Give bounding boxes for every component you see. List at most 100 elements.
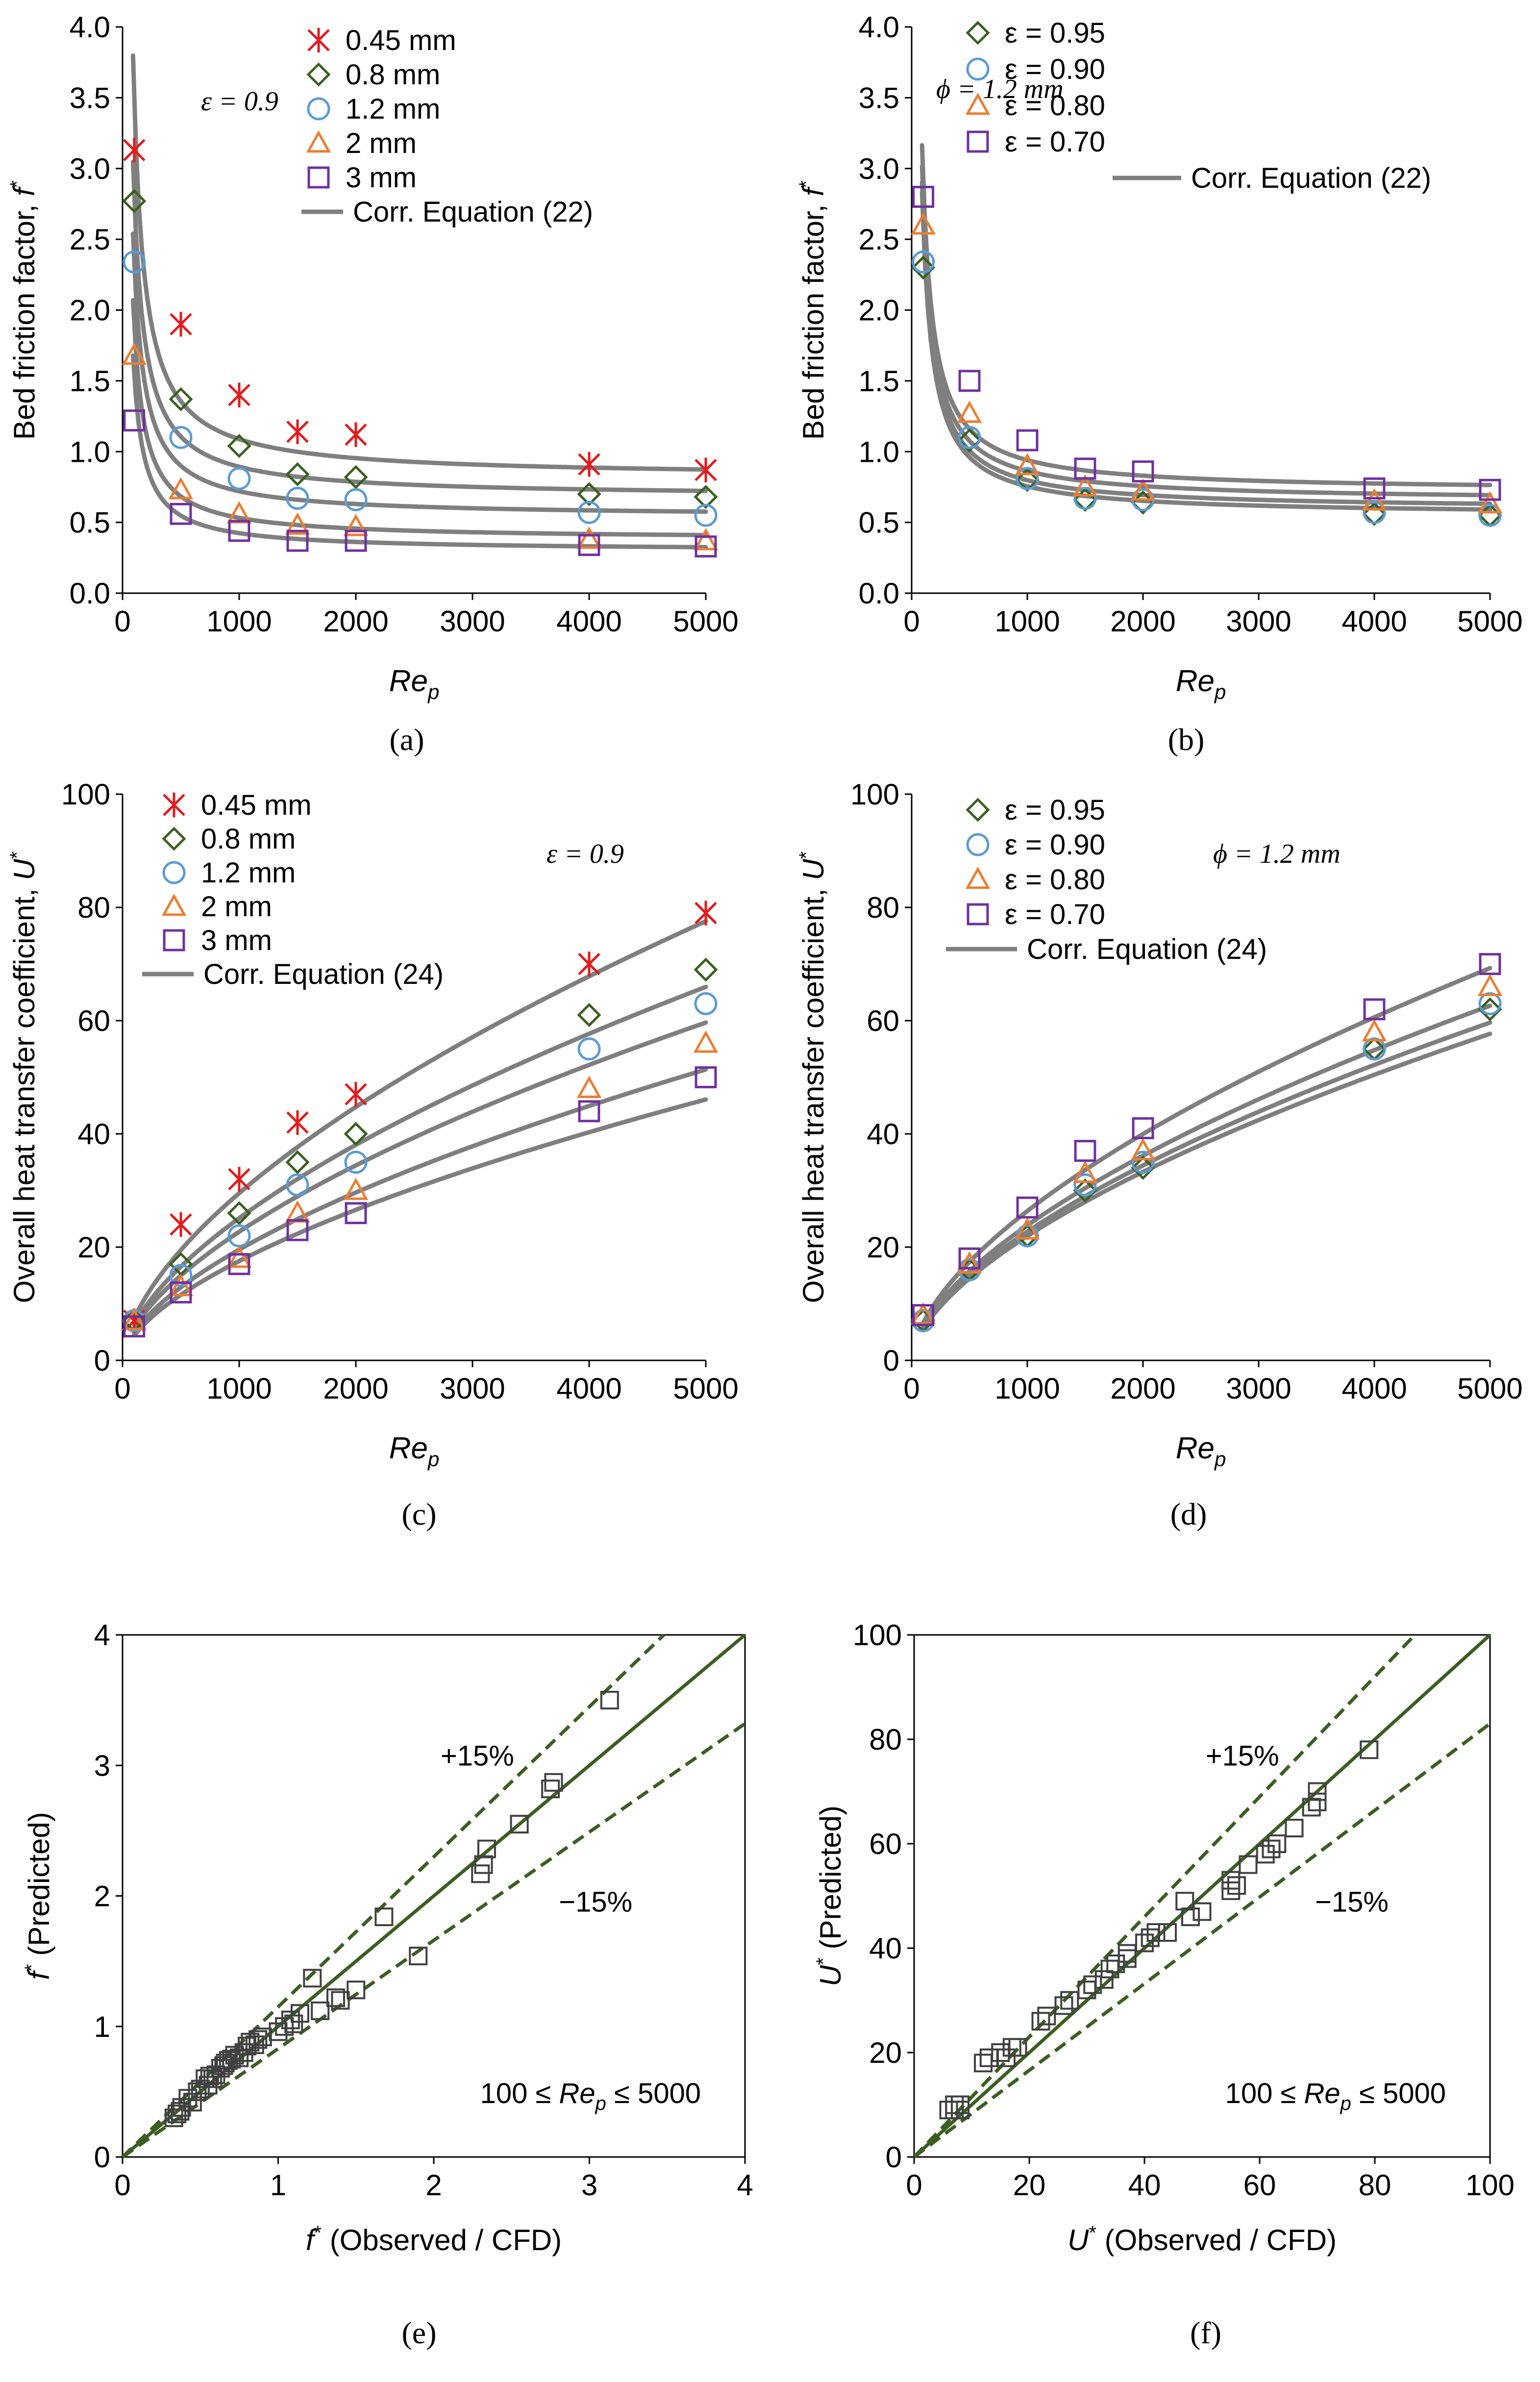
panel-caption: (d) <box>1170 1497 1207 1531</box>
legend-marker <box>161 893 187 916</box>
data-point <box>1363 477 1386 500</box>
legend-marker <box>162 827 186 851</box>
data-point <box>1308 1792 1327 1811</box>
data-point <box>286 419 309 445</box>
y-tick-label: 4.0 <box>859 11 899 44</box>
data-point <box>344 1122 368 1146</box>
legend-label: 2 mm <box>346 127 417 159</box>
data-point <box>228 1253 250 1276</box>
data-point <box>311 2001 330 2020</box>
data-point <box>1130 1138 1156 1160</box>
series-0-45-mm <box>123 901 717 1333</box>
data-point <box>281 2010 300 2030</box>
data-point <box>331 1991 350 2010</box>
data-point <box>1192 1902 1212 1921</box>
series--0-70 <box>912 186 1501 501</box>
data-point <box>1072 1160 1098 1183</box>
y-tick-label: 3.5 <box>859 81 899 114</box>
x-tick-label: 0 <box>903 1372 919 1405</box>
series-data <box>164 1691 619 2128</box>
parity-line <box>121 1633 746 2158</box>
x-tick-label: 80 <box>1359 2169 1391 2202</box>
legend-marker <box>966 798 990 822</box>
data-point <box>957 401 982 423</box>
data-point <box>169 387 193 411</box>
x-axis-label: f* (Observed / CFD) <box>306 2222 562 2257</box>
axes: 0 20 40 60 80 100 0 20 40 60 80 100 <box>853 1619 1515 2202</box>
x-tick-label: 3000 <box>440 1372 505 1405</box>
x-tick-label: 3000 <box>1226 1372 1291 1405</box>
y-tick-label: 2.5 <box>859 223 899 256</box>
x-tick-label: 4000 <box>1341 1372 1407 1405</box>
x-tick-label: 0 <box>114 2169 130 2202</box>
data-point <box>474 1855 493 1874</box>
data-point <box>578 452 600 477</box>
data-point <box>997 2048 1016 2067</box>
data-point <box>169 426 193 449</box>
data-point <box>694 957 718 982</box>
x-tick-label: 5000 <box>1457 1372 1522 1405</box>
minus-15-label: −15% <box>559 1886 632 1918</box>
data-point <box>374 1907 394 1927</box>
data-point <box>576 1076 602 1098</box>
data-point <box>122 189 147 213</box>
legend-label: Corr. Equation (22) <box>1191 162 1431 194</box>
data-point <box>1132 460 1154 483</box>
x-tick-label: 2 <box>425 2169 442 2202</box>
series--0-90 <box>912 992 1502 1332</box>
x-tick-label: 1 <box>270 2169 286 2202</box>
data-point <box>343 514 369 536</box>
data-point <box>577 501 601 524</box>
data-point <box>123 138 146 163</box>
series--0-80 <box>911 974 1503 1325</box>
legend-label: Corr. Equation (22) <box>353 196 593 228</box>
data-point <box>1308 1782 1327 1801</box>
y-axis-label: Bed friction factor, f* <box>795 180 830 440</box>
data-point <box>912 1304 935 1327</box>
legend-label: 2 mm <box>201 891 272 923</box>
y-tick-label: 20 <box>77 1231 110 1264</box>
data-point <box>228 1167 250 1192</box>
data-point <box>170 502 192 525</box>
data-point <box>345 1202 367 1225</box>
x-tick-label: 2000 <box>1110 605 1175 638</box>
data-point <box>1363 501 1386 524</box>
x-tick-label: 3 <box>581 2169 597 2202</box>
data-point <box>695 901 717 926</box>
data-point <box>939 2101 958 2120</box>
data-point <box>1016 429 1039 451</box>
data-point <box>1016 1196 1039 1219</box>
axes: 0 1 2 3 4 0 1 2 3 4 <box>94 1619 753 2202</box>
data-point <box>1262 1839 1281 1858</box>
data-point <box>1008 2038 1027 2057</box>
panel-caption: (e) <box>401 2315 436 2350</box>
x-tick-label: 20 <box>1013 2169 1046 2202</box>
legend-label: 1.2 mm <box>346 93 440 125</box>
legend-label: 0.8 mm <box>346 59 440 91</box>
data-point <box>576 527 602 549</box>
correlation-curve <box>130 298 708 537</box>
data-point <box>226 1245 252 1268</box>
data-point <box>1363 998 1386 1021</box>
data-point <box>1130 478 1156 501</box>
data-point <box>1478 992 1502 1015</box>
y-axis-label: f* (Predicted) <box>21 1812 55 1980</box>
data-point <box>344 1151 368 1174</box>
y-tick-label: 4.0 <box>70 11 110 44</box>
data-point <box>694 992 718 1015</box>
data-point <box>1015 452 1040 476</box>
data-point <box>477 1839 496 1858</box>
x-tick-label: 0 <box>114 605 130 638</box>
data-point <box>275 2017 294 2036</box>
axes: 0 1000 2000 3000 4000 5000 0 20 40 60 80 100 <box>850 778 1523 1405</box>
y-tick-label: 3.0 <box>859 152 899 185</box>
data-point <box>958 1247 981 1270</box>
data-point <box>1479 953 1501 975</box>
y-tick-label: 3.0 <box>70 152 110 185</box>
data-point <box>286 1219 309 1241</box>
data-point <box>1135 1933 1154 1953</box>
data-point <box>991 2043 1010 2062</box>
correlation-curve <box>919 143 1492 487</box>
data-point <box>694 485 718 509</box>
data-point <box>326 1988 345 2007</box>
